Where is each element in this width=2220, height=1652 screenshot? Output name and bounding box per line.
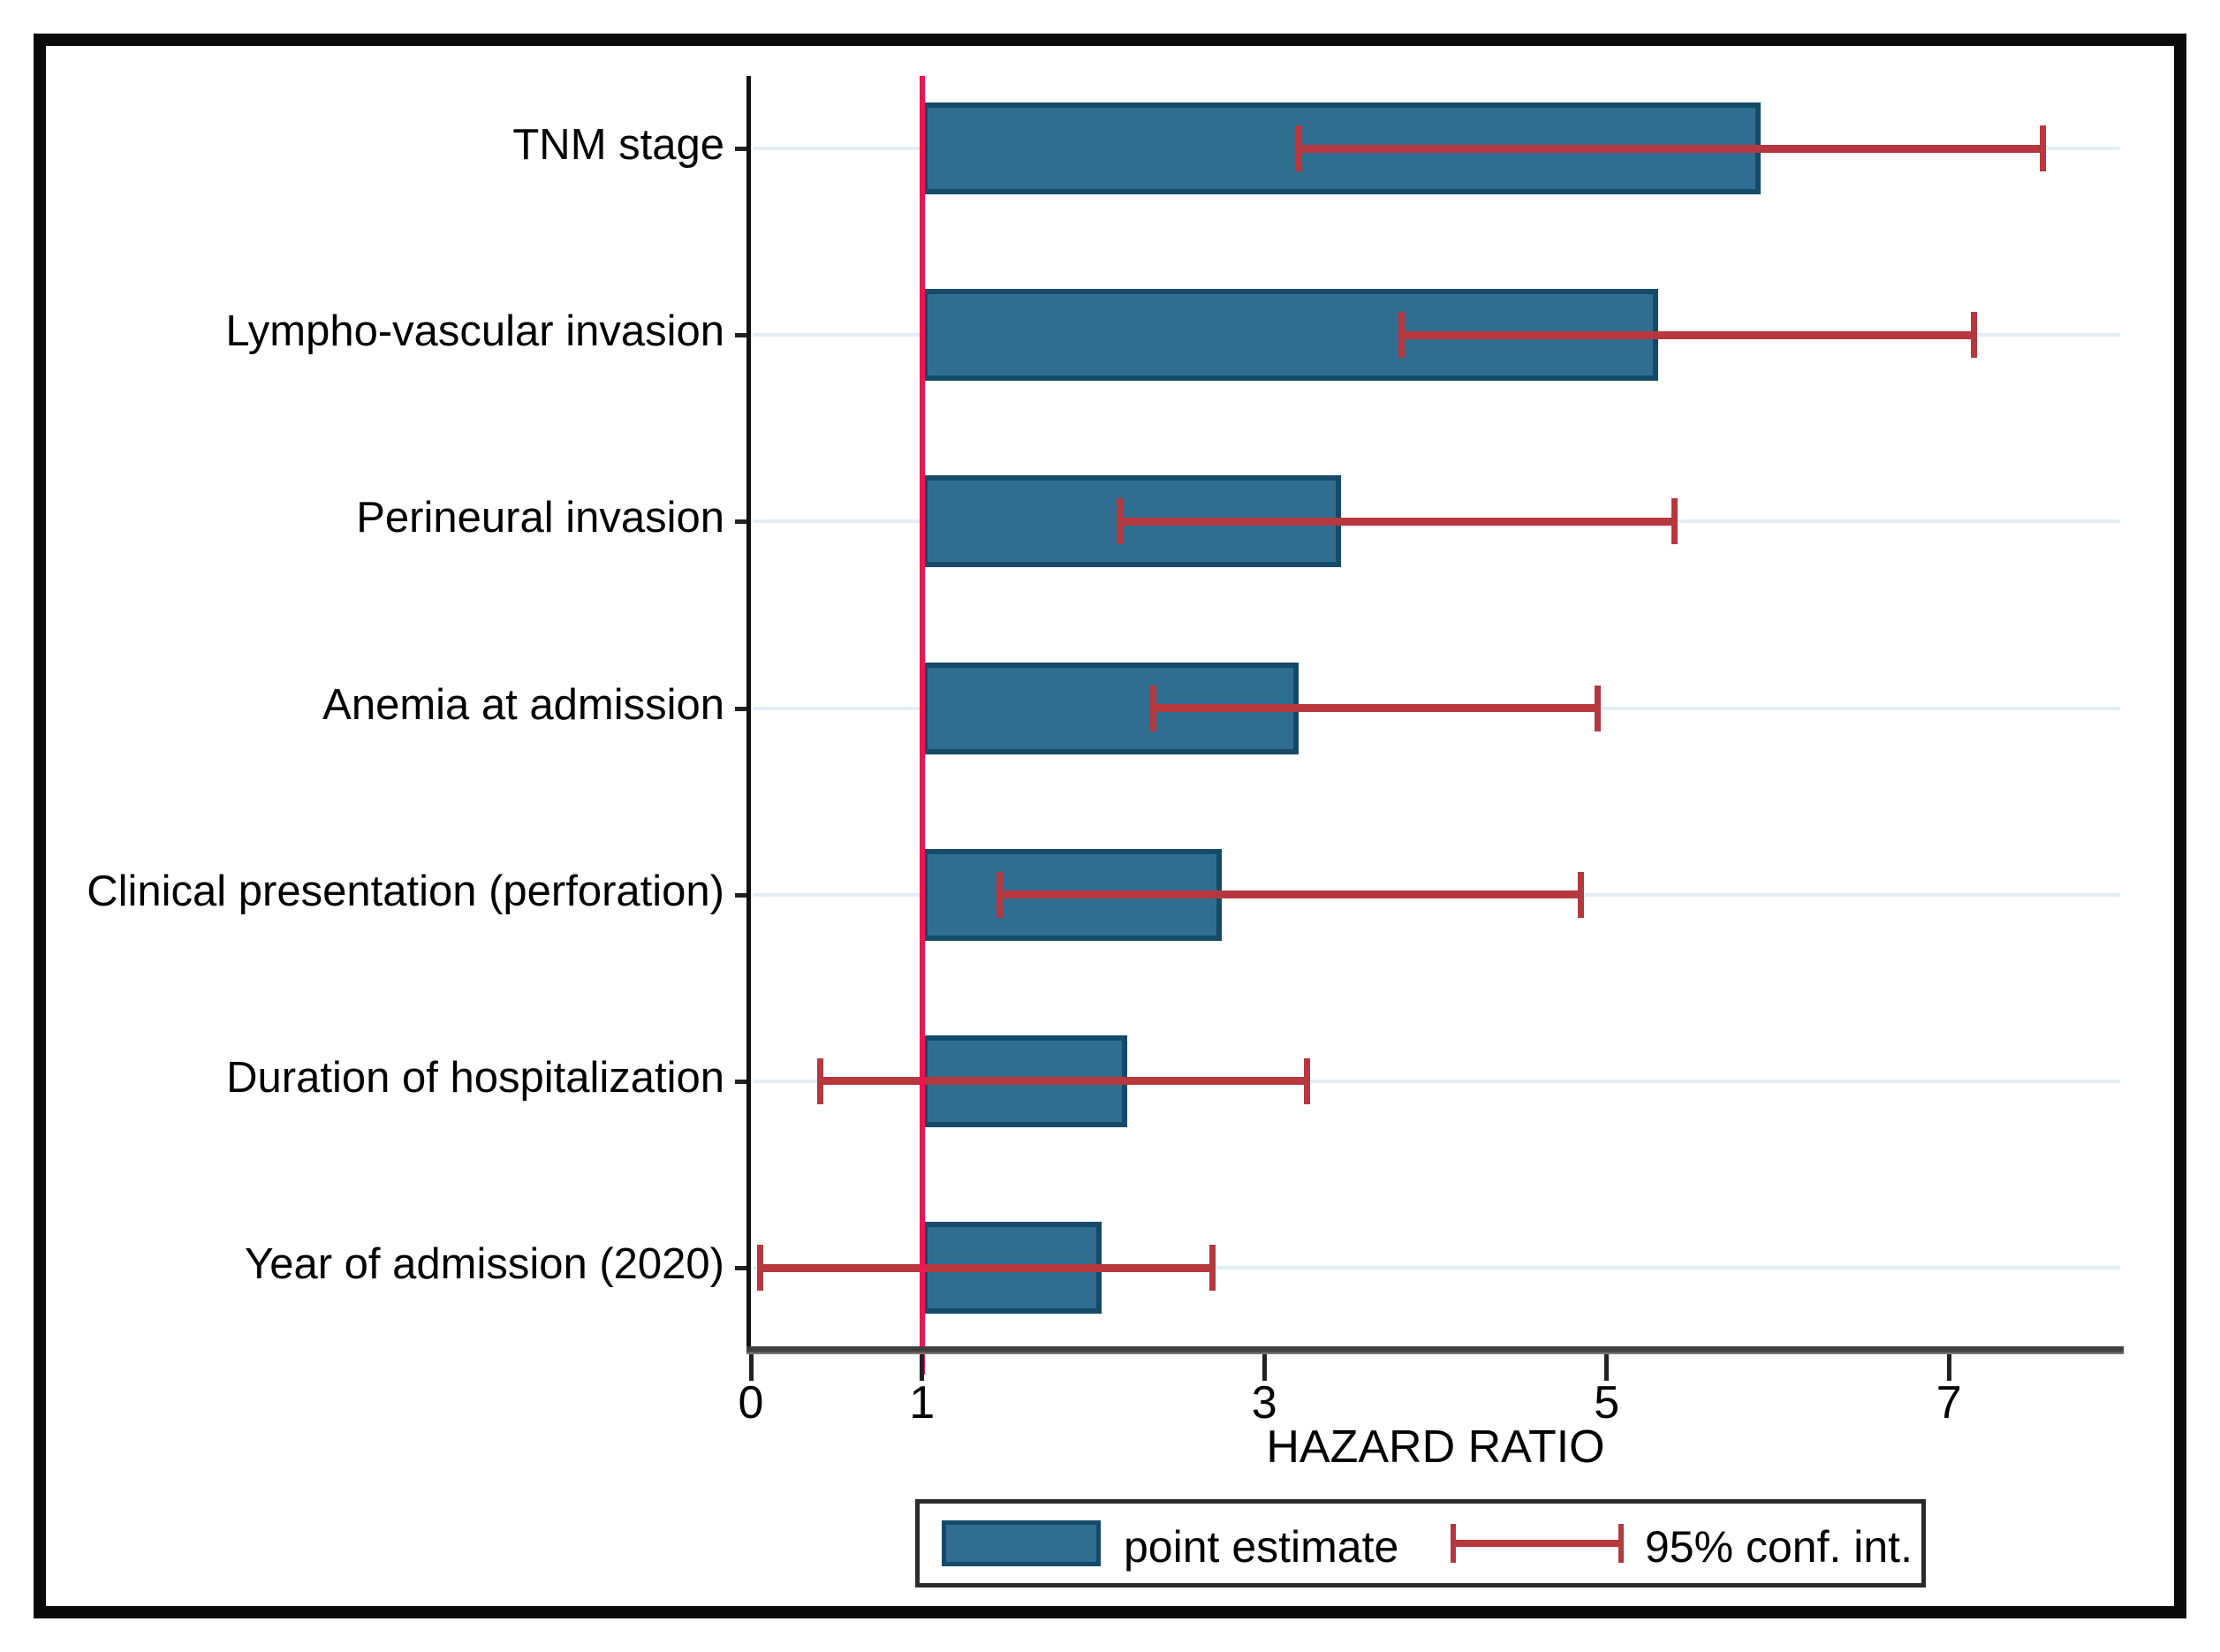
ci-cap-right [1303, 1057, 1310, 1104]
legend-box: point estimate 95% conf. int. [915, 1499, 1926, 1588]
ci-cap-right [1971, 312, 1978, 359]
category-label: Anemia at admission [322, 680, 724, 729]
ci-cap-left [1296, 125, 1302, 171]
x-tick-label: 3 [1251, 1377, 1277, 1428]
ci-line [759, 1263, 1214, 1272]
category-label: TNM stage [512, 121, 724, 169]
x-tick-label: 1 [909, 1377, 936, 1428]
ci-cap-left [1398, 312, 1405, 359]
y-tick [735, 706, 751, 711]
ci-line [819, 1077, 1307, 1086]
x-axis-line [746, 1346, 2124, 1354]
y-tick [735, 1079, 751, 1084]
grid-line [754, 1079, 2120, 1083]
legend-ci-line [1453, 1540, 1621, 1547]
y-tick [735, 333, 751, 338]
reference-line [919, 76, 925, 1375]
ci-cap-right [1209, 1245, 1216, 1292]
x-tick-label: 7 [1936, 1377, 1962, 1428]
x-tick [1604, 1354, 1610, 1381]
legend-ci-cap-right [1618, 1524, 1624, 1563]
y-axis-line [746, 76, 751, 1354]
ci-cap-right [2039, 125, 2046, 171]
grid-line [754, 1266, 2120, 1270]
x-tick [1262, 1354, 1267, 1381]
legend-label-point-estimate: point estimate [1124, 1522, 1399, 1572]
legend-bar-swatch [942, 1520, 1101, 1566]
ci-cap-left [996, 871, 1003, 918]
y-tick [735, 1266, 751, 1271]
category-label: Perineural invasion [356, 494, 724, 542]
figure-frame [34, 34, 2186, 1618]
y-tick [735, 519, 751, 525]
y-tick [735, 892, 751, 898]
ci-cap-right [1595, 685, 1602, 731]
x-tick-label: 5 [1594, 1377, 1620, 1428]
x-axis-title: HAZARD RATIO [1266, 1421, 1605, 1473]
category-label: Year of admission (2020) [245, 1240, 724, 1289]
x-tick-label: 0 [738, 1377, 764, 1428]
legend-ci-cap-left [1451, 1524, 1456, 1563]
x-tick [1946, 1354, 1951, 1381]
ci-cap-right [1671, 498, 1678, 545]
ci-line [1401, 330, 1975, 339]
ci-line [1118, 517, 1676, 526]
category-label: Clinical presentation (perforation) [87, 867, 724, 915]
ci-cap-left [1116, 498, 1123, 545]
ci-line [1153, 704, 1599, 712]
x-tick [748, 1354, 754, 1381]
ci-cap-left [816, 1057, 823, 1104]
category-label: Duration of hospitalization [226, 1053, 724, 1102]
ci-line [998, 890, 1581, 899]
y-tick [735, 147, 751, 151]
ci-cap-right [1577, 871, 1584, 918]
x-tick [920, 1354, 925, 1381]
category-label: Lympho-vascular invasion [225, 307, 724, 356]
ci-cap-left [1150, 685, 1157, 731]
ci-cap-left [756, 1245, 763, 1292]
ci-line [1299, 144, 2043, 153]
legend-label-conf-int: 95% conf. int. [1645, 1522, 1913, 1572]
